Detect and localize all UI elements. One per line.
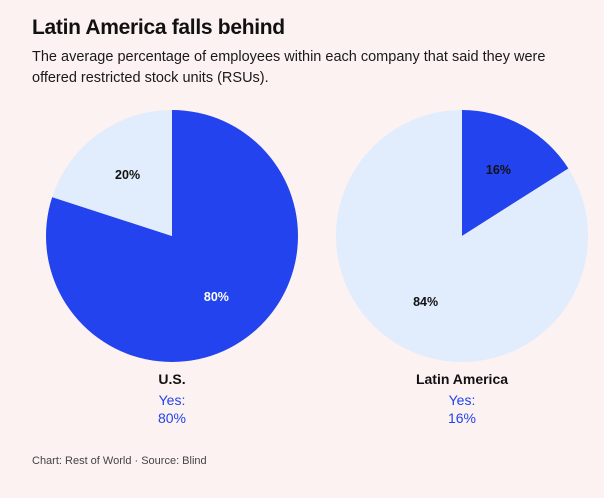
chart-subtitle: The average percentage of employees with… (32, 49, 546, 86)
slice-value-label: 80% (204, 290, 229, 304)
chart-title: Latin America falls behind (32, 16, 285, 39)
yes-value-latam: 16% (447, 410, 477, 426)
pie-title-latam: Latin America (415, 371, 509, 387)
source-footer: Chart: Rest of World · Source: Blind (32, 455, 207, 467)
pie-slice-yes (462, 110, 569, 236)
yes-label-us: Yes: (158, 392, 186, 408)
caption-us: U.S. Yes: 80% (72, 371, 272, 427)
pie-slice-no (336, 110, 589, 363)
pie-slice-no (52, 110, 172, 236)
pie-title-us: U.S. (158, 371, 186, 387)
yes-label-latam: Yes: (448, 392, 476, 408)
yes-value-us: 80% (157, 410, 187, 426)
slice-value-label: 16% (486, 163, 511, 177)
slice-value-label: 84% (413, 295, 438, 309)
caption-latam: Latin America Yes: 16% (362, 371, 562, 427)
slice-value-label: 20% (115, 168, 140, 182)
